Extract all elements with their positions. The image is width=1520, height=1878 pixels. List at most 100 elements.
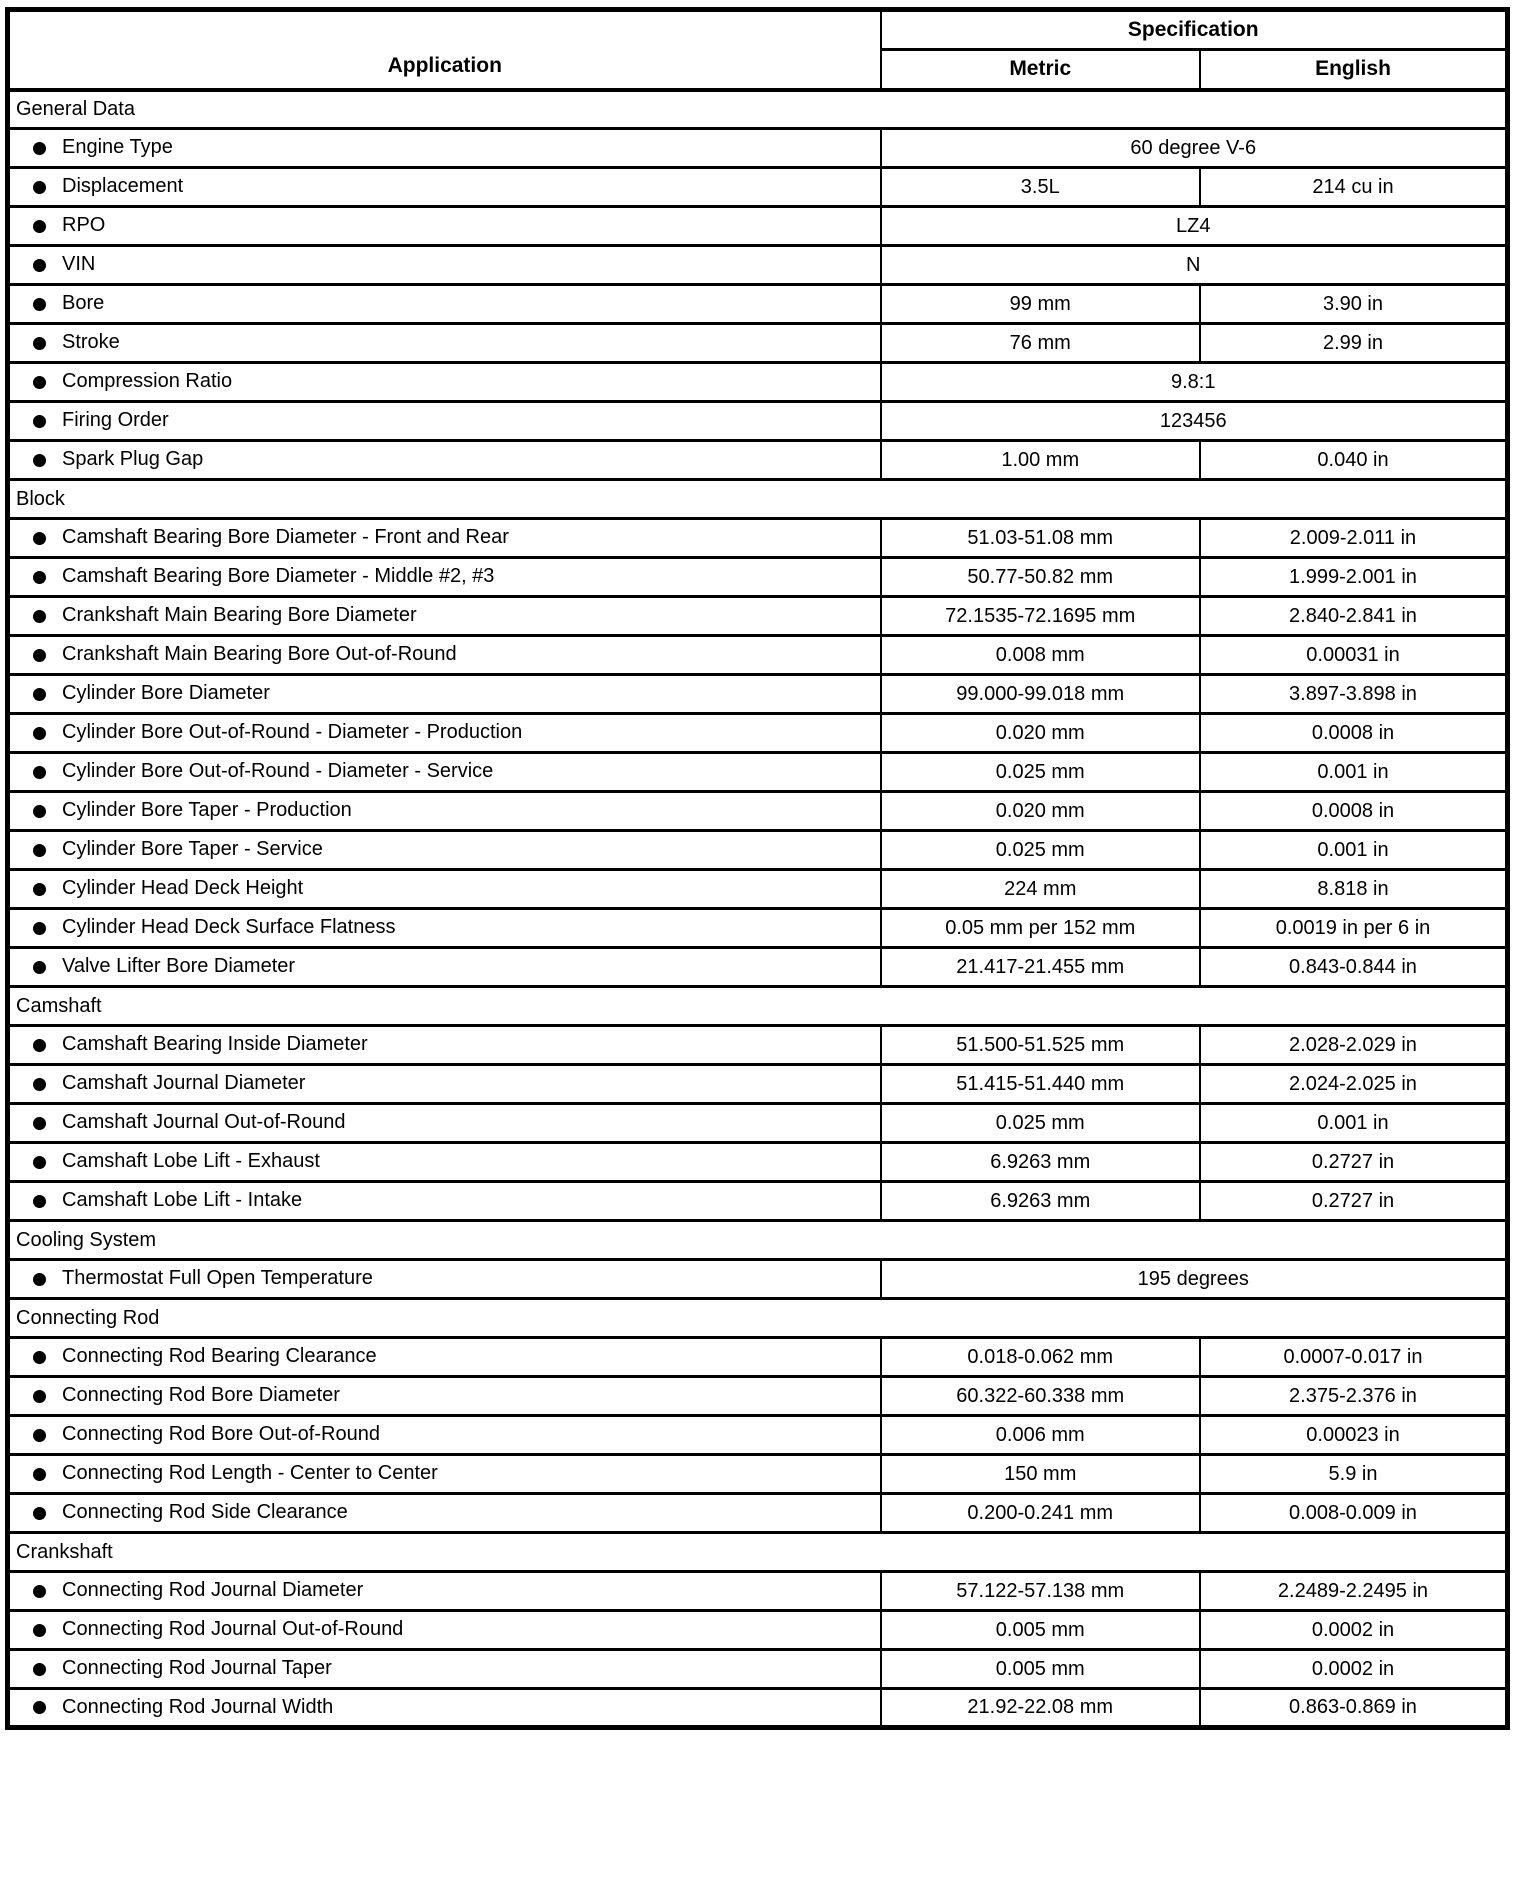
- application-label: Camshaft Bearing Bore Diameter - Middle …: [62, 565, 495, 588]
- english-value: 0.008-0.009 in: [1198, 1492, 1509, 1534]
- english-value: 0.001 in: [1198, 1102, 1509, 1144]
- english-value: 0.0002 in: [1198, 1648, 1509, 1690]
- spec-row: Cylinder Bore Out-of-Round - Diameter - …: [6, 712, 1509, 754]
- english-value: 2.024-2.025 in: [1198, 1063, 1509, 1105]
- application-cell: Thermostat Full Open Temperature: [6, 1258, 882, 1300]
- spec-row: Spark Plug Gap 1.00 mm 0.040 in: [6, 439, 1509, 481]
- application-label: Camshaft Bearing Inside Diameter: [62, 1033, 368, 1056]
- application-cell: Firing Order: [6, 400, 882, 442]
- bullet-icon: [33, 765, 46, 779]
- bullet-icon: [33, 375, 46, 389]
- spec-row: Connecting Rod Bore Out-of-Round 0.006 mm…: [6, 1414, 1509, 1456]
- application-label: Connecting Rod Bearing Clearance: [62, 1345, 377, 1368]
- spec-row: Cylinder Head Deck Height 224 mm 8.818 in: [6, 868, 1509, 910]
- application-cell: Cylinder Bore Diameter: [6, 673, 882, 715]
- bullet-icon: [33, 1662, 46, 1676]
- application-cell: Cylinder Bore Out-of-Round - Diameter - …: [6, 751, 882, 793]
- application-label: Connecting Rod Bore Diameter: [62, 1384, 340, 1407]
- english-value: 2.99 in: [1198, 322, 1509, 364]
- english-value: 0.0008 in: [1198, 712, 1509, 754]
- specification-span-value: N: [879, 244, 1509, 286]
- english-value: 0.00023 in: [1198, 1414, 1509, 1456]
- bullet-icon: [33, 453, 46, 467]
- spec-row: Connecting Rod Side Clearance 0.200-0.241…: [6, 1492, 1509, 1534]
- spec-row: Camshaft Lobe Lift - Intake 6.9263 mm 0.27…: [6, 1180, 1509, 1222]
- engine-specifications-table: Application Specification Metric English…: [5, 7, 1510, 1730]
- bullet-icon: [33, 414, 46, 428]
- application-cell: Connecting Rod Journal Diameter: [6, 1570, 882, 1612]
- application-cell: Camshaft Journal Diameter: [6, 1063, 882, 1105]
- bullet-icon: [33, 258, 46, 272]
- application-label: Cylinder Bore Taper - Service: [62, 838, 323, 861]
- application-cell: Displacement: [6, 166, 882, 208]
- spec-row: Crankshaft Main Bearing Bore Diameter 72.…: [6, 595, 1509, 637]
- application-label: Cylinder Bore Out-of-Round - Diameter - …: [62, 760, 494, 783]
- metric-value: 0.020 mm: [879, 712, 1201, 754]
- application-label: Camshaft Lobe Lift - Intake: [62, 1189, 303, 1212]
- english-value: 1.999-2.001 in: [1198, 556, 1509, 598]
- english-value: 0.863-0.869 in: [1198, 1687, 1509, 1729]
- section-row: Crankshaft: [6, 1531, 1509, 1573]
- application-label: Connecting Rod Journal Diameter: [62, 1579, 364, 1602]
- application-cell: Camshaft Bearing Bore Diameter - Middle …: [6, 556, 882, 598]
- application-cell: Camshaft Lobe Lift - Exhaust: [6, 1141, 882, 1183]
- spec-row: Firing Order 123456: [6, 400, 1509, 442]
- metric-value: 3.5L: [879, 166, 1201, 208]
- application-cell: Cylinder Bore Out-of-Round - Diameter - …: [6, 712, 882, 754]
- bullet-icon: [33, 1701, 46, 1715]
- spec-row: Cylinder Bore Diameter 99.000-99.018 mm 3.…: [6, 673, 1509, 715]
- bullet-icon: [33, 1623, 46, 1637]
- spec-row: Valve Lifter Bore Diameter 21.417-21.455 …: [6, 946, 1509, 988]
- application-label: Connecting Rod Journal Width: [62, 1696, 334, 1719]
- english-value: 0.0007-0.017 in: [1198, 1336, 1509, 1378]
- application-cell: Valve Lifter Bore Diameter: [6, 946, 882, 988]
- application-label: RPO: [62, 214, 106, 237]
- application-cell: Crankshaft Main Bearing Bore Diameter: [6, 595, 882, 637]
- application-label: Crankshaft Main Bearing Bore Out-of-Roun…: [62, 643, 457, 666]
- english-value: 0.843-0.844 in: [1198, 946, 1509, 988]
- english-value: 0.00031 in: [1198, 634, 1509, 676]
- bullet-icon: [33, 1194, 46, 1208]
- bullet-icon: [33, 297, 46, 311]
- english-value: 0.0002 in: [1198, 1609, 1509, 1651]
- bullet-icon: [33, 336, 46, 350]
- bullet-icon: [33, 141, 46, 155]
- application-cell: Cylinder Bore Taper - Service: [6, 829, 882, 871]
- section-label: Crankshaft: [6, 1531, 1509, 1573]
- spec-row: Compression Ratio 9.8:1: [6, 361, 1509, 403]
- metric-value: 51.415-51.440 mm: [879, 1063, 1201, 1105]
- bullet-icon: [33, 960, 46, 974]
- bullet-icon: [33, 687, 46, 701]
- metric-value: 51.500-51.525 mm: [879, 1024, 1201, 1066]
- english-value: 2.009-2.011 in: [1198, 517, 1509, 559]
- application-label: Firing Order: [62, 409, 169, 432]
- spec-row: Connecting Rod Bearing Clearance 0.018-0.…: [6, 1336, 1509, 1378]
- application-cell: Camshaft Lobe Lift - Intake: [6, 1180, 882, 1222]
- application-label: Connecting Rod Side Clearance: [62, 1501, 348, 1524]
- application-cell: Camshaft Bearing Inside Diameter: [6, 1024, 882, 1066]
- spec-row: Camshaft Bearing Inside Diameter 51.500-5…: [6, 1024, 1509, 1066]
- application-cell: Stroke: [6, 322, 882, 364]
- metric-value: 0.05 mm per 152 mm: [879, 907, 1201, 949]
- application-label: Cylinder Bore Taper - Production: [62, 799, 352, 822]
- application-cell: Connecting Rod Length - Center to Center: [6, 1453, 882, 1495]
- metric-value: 21.417-21.455 mm: [879, 946, 1201, 988]
- metric-value: 0.025 mm: [879, 1102, 1201, 1144]
- section-row: Cooling System: [6, 1219, 1509, 1261]
- english-value: 2.840-2.841 in: [1198, 595, 1509, 637]
- bullet-icon: [33, 921, 46, 935]
- english-value: 2.375-2.376 in: [1198, 1375, 1509, 1417]
- section-label: Connecting Rod: [6, 1297, 1509, 1339]
- bullet-icon: [33, 1389, 46, 1403]
- section-label: Cooling System: [6, 1219, 1509, 1261]
- bullet-icon: [33, 1584, 46, 1598]
- metric-value: 99.000-99.018 mm: [879, 673, 1201, 715]
- application-cell: Connecting Rod Journal Width: [6, 1687, 882, 1729]
- application-cell: Engine Type: [6, 127, 882, 169]
- application-cell: Connecting Rod Journal Taper: [6, 1648, 882, 1690]
- english-value: 0.001 in: [1198, 829, 1509, 871]
- application-cell: Cylinder Bore Taper - Production: [6, 790, 882, 832]
- section-label: General Data: [6, 88, 1509, 130]
- bullet-icon: [33, 648, 46, 662]
